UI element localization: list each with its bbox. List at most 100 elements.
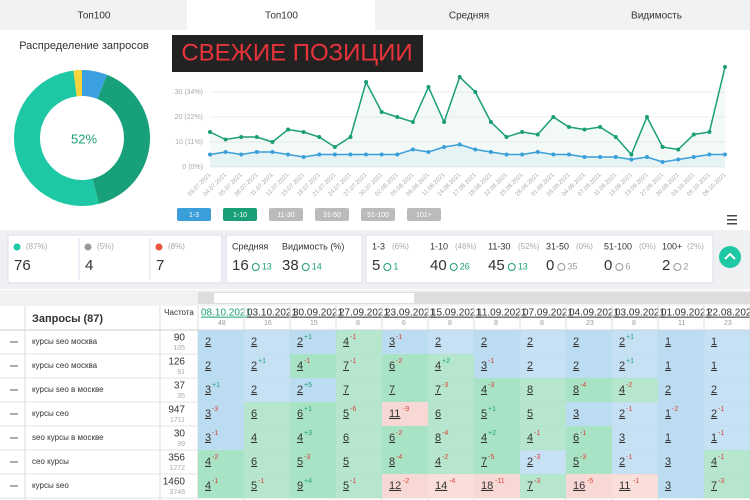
date-header[interactable]: 30.09.2021 bbox=[293, 308, 343, 319]
position[interactable]: 4 bbox=[711, 456, 717, 468]
position[interactable]: 2 bbox=[619, 360, 625, 372]
date-header[interactable]: 23.09.2021 bbox=[385, 308, 435, 319]
date-header[interactable]: 08.10.2021 bbox=[201, 308, 251, 319]
position[interactable]: 4 bbox=[435, 456, 441, 468]
position[interactable]: 2 bbox=[251, 360, 257, 372]
range-button[interactable] bbox=[407, 208, 441, 221]
position[interactable]: 2 bbox=[527, 336, 533, 348]
menu-icon[interactable] bbox=[727, 215, 737, 225]
date-header[interactable]: 01.09.2021 bbox=[661, 308, 711, 319]
position[interactable]: 3 bbox=[481, 360, 487, 372]
position[interactable]: 1 bbox=[665, 432, 671, 444]
position[interactable]: 5 bbox=[251, 480, 257, 492]
position[interactable]: 3 bbox=[573, 408, 579, 420]
date-header[interactable]: 11.09.2021 bbox=[477, 308, 527, 319]
position[interactable]: 4 bbox=[297, 360, 303, 372]
date-header[interactable]: 27.09.2021 bbox=[339, 308, 389, 319]
position[interactable]: 8 bbox=[435, 432, 441, 444]
position[interactable]: 2 bbox=[619, 456, 625, 468]
position[interactable]: 5 bbox=[297, 456, 303, 468]
position[interactable]: 2 bbox=[665, 384, 671, 396]
date-header[interactable]: 03.09.2021 bbox=[615, 308, 665, 319]
position[interactable]: 2 bbox=[573, 336, 579, 348]
tab[interactable]: Средняя bbox=[449, 11, 489, 22]
position[interactable]: 6 bbox=[297, 408, 303, 420]
position[interactable]: 3 bbox=[205, 384, 211, 396]
position[interactable]: 2 bbox=[711, 384, 717, 396]
position[interactable]: 2 bbox=[619, 408, 625, 420]
position[interactable]: 8 bbox=[527, 384, 533, 396]
row-toggle[interactable] bbox=[10, 341, 18, 343]
row-toggle[interactable] bbox=[10, 413, 18, 415]
position[interactable]: 2 bbox=[205, 360, 211, 372]
position[interactable]: 1 bbox=[711, 336, 717, 348]
position[interactable]: 16 bbox=[573, 480, 585, 492]
position[interactable]: 3 bbox=[205, 408, 211, 420]
position[interactable]: 5 bbox=[343, 456, 349, 468]
scroll-thumb[interactable] bbox=[214, 293, 414, 303]
row-toggle[interactable] bbox=[10, 485, 18, 487]
position[interactable]: 5 bbox=[343, 480, 349, 492]
position[interactable]: 6 bbox=[389, 432, 395, 444]
range-button[interactable] bbox=[315, 208, 349, 221]
position[interactable]: 2 bbox=[297, 336, 303, 348]
position[interactable]: 5 bbox=[573, 456, 579, 468]
position[interactable]: 3 bbox=[205, 432, 211, 444]
position[interactable]: 4 bbox=[481, 432, 487, 444]
position[interactable]: 3 bbox=[389, 336, 395, 348]
position[interactable]: 2 bbox=[527, 456, 533, 468]
position[interactable]: 3 bbox=[665, 456, 671, 468]
position[interactable]: 7 bbox=[711, 480, 717, 492]
date-header[interactable]: 22.08.2021 bbox=[707, 308, 750, 319]
range-button[interactable] bbox=[223, 208, 257, 221]
row-toggle[interactable] bbox=[10, 437, 18, 439]
position[interactable]: 2 bbox=[527, 360, 533, 372]
range-button[interactable] bbox=[361, 208, 395, 221]
position[interactable]: 1 bbox=[665, 360, 671, 372]
position[interactable]: 8 bbox=[573, 384, 579, 396]
position[interactable]: 2 bbox=[251, 336, 257, 348]
position[interactable]: 6 bbox=[251, 408, 257, 420]
position[interactable]: 2 bbox=[251, 384, 257, 396]
position[interactable]: 3 bbox=[665, 480, 671, 492]
position[interactable]: 5 bbox=[527, 408, 533, 420]
position[interactable]: 4 bbox=[343, 336, 349, 348]
position[interactable]: 8 bbox=[389, 456, 395, 468]
tab[interactable]: Топ100 bbox=[265, 11, 298, 22]
row-toggle[interactable] bbox=[10, 365, 18, 367]
position[interactable]: 6 bbox=[251, 456, 257, 468]
row-toggle[interactable] bbox=[10, 461, 18, 463]
position[interactable]: 14 bbox=[435, 480, 447, 492]
range-button[interactable] bbox=[269, 208, 303, 221]
position[interactable]: 4 bbox=[297, 432, 303, 444]
position[interactable]: 9 bbox=[297, 480, 303, 492]
position[interactable]: 4 bbox=[481, 384, 487, 396]
position[interactable]: 1 bbox=[665, 336, 671, 348]
position[interactable]: 6 bbox=[389, 360, 395, 372]
position[interactable]: 1 bbox=[711, 360, 717, 372]
position[interactable]: 2 bbox=[711, 408, 717, 420]
position[interactable]: 6 bbox=[343, 432, 349, 444]
position[interactable]: 4 bbox=[527, 432, 533, 444]
position[interactable]: 11 bbox=[389, 408, 400, 420]
date-header[interactable]: 07.09.2021 bbox=[523, 308, 573, 319]
tab[interactable]: Топ100 bbox=[78, 11, 111, 22]
tab[interactable]: Видимость bbox=[631, 11, 682, 22]
position[interactable]: 4 bbox=[435, 360, 441, 372]
position[interactable]: 7 bbox=[435, 384, 441, 396]
position[interactable]: 4 bbox=[205, 480, 211, 492]
date-header[interactable]: 15.09.2021 bbox=[431, 308, 481, 319]
position[interactable]: 6 bbox=[435, 408, 441, 420]
date-header[interactable]: 04.09.2021 bbox=[569, 308, 619, 319]
position[interactable]: 1 bbox=[711, 432, 717, 444]
position[interactable]: 5 bbox=[481, 408, 487, 420]
position[interactable]: 2 bbox=[619, 336, 625, 348]
position[interactable]: 7 bbox=[343, 384, 349, 396]
position[interactable]: 7 bbox=[343, 360, 349, 372]
position[interactable]: 7 bbox=[527, 480, 533, 492]
position[interactable]: 2 bbox=[205, 336, 211, 348]
position[interactable]: 6 bbox=[573, 432, 579, 444]
position[interactable]: 11 bbox=[619, 480, 630, 492]
position[interactable]: 1 bbox=[665, 408, 671, 420]
range-button[interactable] bbox=[177, 208, 211, 221]
